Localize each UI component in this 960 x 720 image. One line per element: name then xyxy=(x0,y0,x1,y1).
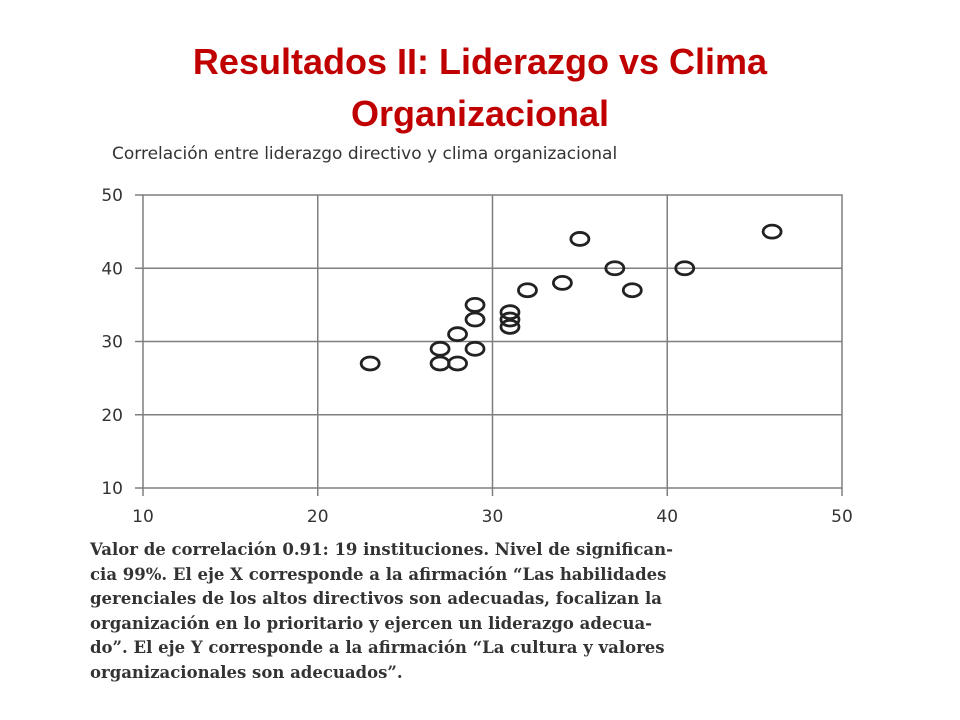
data-point-9 xyxy=(499,318,521,335)
chart-caption: Valor de correlación 0.91: 19 institucio… xyxy=(90,538,890,685)
data-point-15 xyxy=(604,260,626,277)
y-tick-label-30: 30 xyxy=(101,333,123,353)
chart-title: Correlación entre liderazgo directivo y … xyxy=(112,144,618,164)
data-point-8 xyxy=(464,296,486,313)
y-tick-label-20: 20 xyxy=(101,406,123,426)
y-tick-label-40: 40 xyxy=(101,259,123,279)
slide-title: Resultados II: Liderazgo vs Clima Organi… xyxy=(40,36,920,140)
data-point-6 xyxy=(464,340,486,357)
slide-title-line-2: Organizacional xyxy=(350,93,610,134)
data-point-13 xyxy=(552,274,573,291)
data-point-17 xyxy=(674,260,696,277)
caption-line-1: Valor de correlación 0.91: 19 institucio… xyxy=(90,540,673,559)
data-point-3 xyxy=(429,340,451,357)
data-point-2 xyxy=(429,355,451,372)
slide-title-line-1: Resultados II: Liderazgo vs Clima xyxy=(192,41,768,82)
caption-line-4: organización en lo prioritario y ejercen… xyxy=(90,613,652,633)
y-tick-label-10: 10 xyxy=(101,479,123,499)
data-point-12 xyxy=(517,282,538,299)
data-point-5 xyxy=(447,326,468,343)
x-tick-label-10: 10 xyxy=(132,507,154,527)
data-point-14 xyxy=(569,231,591,247)
caption-line-6: organizacionales son adecuados”. xyxy=(90,662,403,682)
x-tick-label-50: 50 xyxy=(831,507,853,527)
x-tick-label-40: 40 xyxy=(656,507,678,527)
y-tick-label-50: 50 xyxy=(101,186,123,206)
data-point-1 xyxy=(359,355,381,372)
data-point-10 xyxy=(499,311,521,328)
data-point-4 xyxy=(447,355,468,372)
data-point-11 xyxy=(499,304,521,321)
caption-line-3: gerenciales de los altos directivos son … xyxy=(90,589,662,608)
data-point-7 xyxy=(464,311,486,328)
x-tick-label-20: 20 xyxy=(307,507,329,527)
caption-line-5: do”. El eje Y corresponde a la afirmació… xyxy=(90,638,665,657)
caption-line-2: cia 99%. El eje X corresponde a la afirm… xyxy=(90,564,667,584)
data-point-18 xyxy=(761,223,783,240)
x-tick-label-30: 30 xyxy=(482,507,504,527)
data-point-16 xyxy=(621,282,643,299)
